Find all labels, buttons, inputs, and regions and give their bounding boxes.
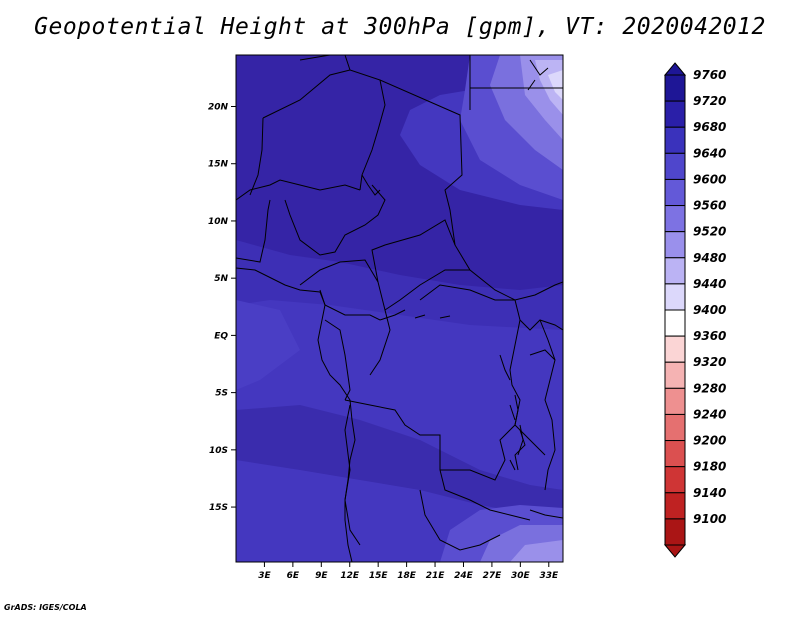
colorbar-swatch bbox=[664, 231, 686, 259]
colorbar-label: 9320 bbox=[693, 355, 726, 369]
lon-tick-label: 9E bbox=[315, 571, 328, 581]
colorbar-label: 9100 bbox=[693, 512, 726, 526]
map-frame bbox=[235, 54, 564, 563]
colorbar-label: 9480 bbox=[693, 251, 726, 265]
border-line bbox=[284, 184, 386, 256]
border-line bbox=[236, 199, 271, 263]
colorbar-label: 9140 bbox=[693, 486, 726, 500]
colorbar: 9760 9720 9680 9640 9600 9560 9520 9480 9440 9400… bbox=[663, 62, 726, 558]
lat-tick-label: 5N bbox=[214, 274, 228, 284]
lon-tick-label: 3E bbox=[258, 571, 271, 581]
lat-tick-label: 20N bbox=[208, 103, 229, 113]
border-line bbox=[371, 219, 456, 283]
border-line bbox=[379, 79, 563, 301]
field-band-light-west bbox=[236, 300, 300, 390]
field-band-mid-north bbox=[236, 240, 563, 330]
colorbar-label: 9760 bbox=[693, 68, 726, 82]
colorbar-label: 9240 bbox=[693, 407, 726, 421]
field-band-deep-south bbox=[236, 405, 563, 520]
colorbar-swatch bbox=[664, 309, 686, 337]
colorbar-label: 9400 bbox=[693, 303, 726, 317]
colorbar-label: 9640 bbox=[693, 146, 726, 160]
border-line bbox=[299, 55, 386, 191]
lat-tick-label: EQ bbox=[214, 331, 228, 341]
grads-credit: GrADS: IGES/COLA bbox=[4, 603, 87, 612]
border-line bbox=[519, 319, 563, 331]
colorbar-swatch bbox=[664, 74, 686, 102]
border-line bbox=[262, 69, 351, 119]
colorbar-swatch bbox=[664, 100, 686, 128]
lat-tick-label: 15N bbox=[208, 160, 229, 170]
colorbar-top-arrow bbox=[663, 62, 687, 76]
lon-tick-label: 15E bbox=[369, 571, 389, 581]
border-line bbox=[324, 319, 351, 401]
lat-tick-label: 5S bbox=[215, 389, 228, 399]
colorbar-label: 9200 bbox=[693, 434, 726, 448]
lon-tick-label: 33E bbox=[539, 571, 559, 581]
coastline bbox=[236, 267, 356, 562]
lon-tick-label: 27E bbox=[483, 571, 503, 581]
colorbar-label: 9440 bbox=[693, 277, 726, 291]
lon-tick-label: 24E bbox=[454, 571, 474, 581]
colorbar-swatch bbox=[664, 283, 686, 311]
colorbar-label: 9560 bbox=[693, 199, 726, 213]
colorbar-label: 9680 bbox=[693, 120, 726, 134]
border-line bbox=[539, 319, 556, 491]
field-ne-pale4 bbox=[548, 70, 563, 100]
lon-tick-label: 18E bbox=[397, 571, 417, 581]
field-se-pale2 bbox=[510, 540, 563, 562]
border-line bbox=[469, 55, 563, 110]
colorbar-swatch bbox=[664, 492, 686, 520]
border-line bbox=[529, 509, 563, 519]
colorbar-label: 9720 bbox=[693, 94, 726, 108]
height-field bbox=[236, 55, 563, 562]
country-borders bbox=[236, 55, 563, 562]
colorbar-swatch bbox=[664, 518, 686, 546]
latitude-axis: 20N 15N 10N 5N EQ 5S 10S 15S bbox=[208, 103, 236, 513]
border-line bbox=[361, 174, 381, 196]
lat-tick-label: 10N bbox=[208, 217, 229, 227]
border-line bbox=[344, 399, 531, 521]
colorbar-label: 9180 bbox=[693, 460, 726, 474]
colorbar-swatch bbox=[664, 205, 686, 233]
field-band-deep-north bbox=[236, 55, 563, 300]
lat-tick-label: 10S bbox=[209, 446, 228, 456]
colorbar-swatch bbox=[664, 413, 686, 442]
colorbar-swatch bbox=[664, 361, 686, 389]
longitude-axis: 3E 6E 9E 12E 15E 18E 21E 24E 27E 30E 33E bbox=[258, 562, 559, 581]
border-line bbox=[440, 424, 546, 481]
colorbar-label: 9520 bbox=[693, 225, 726, 239]
lake-outline bbox=[414, 314, 524, 471]
border-line bbox=[236, 179, 361, 201]
colorbar-bottom-arrow bbox=[663, 544, 687, 558]
colorbar-swatch bbox=[664, 152, 686, 180]
colorbar-swatch bbox=[664, 178, 686, 207]
lon-tick-label: 21E bbox=[426, 571, 446, 581]
lon-tick-label: 30E bbox=[511, 571, 531, 581]
colorbar-swatch bbox=[664, 440, 686, 468]
lat-tick-label: 15S bbox=[209, 503, 228, 513]
colorbar-swatch bbox=[664, 466, 686, 494]
border-line bbox=[529, 349, 556, 361]
colorbar-label: 9280 bbox=[693, 381, 726, 395]
chart-title: Geopotential Height at 300hPa [gpm], VT:… bbox=[34, 14, 766, 40]
colorbar-swatch bbox=[664, 126, 686, 154]
border-line bbox=[299, 259, 470, 311]
lon-tick-label: 12E bbox=[340, 571, 360, 581]
colorbar-swatch bbox=[664, 257, 686, 285]
border-line bbox=[249, 117, 264, 196]
coastline bbox=[527, 59, 549, 91]
lon-tick-label: 6E bbox=[287, 571, 300, 581]
colorbar-swatch bbox=[664, 387, 686, 415]
colorbar-swatch bbox=[664, 335, 686, 363]
colorbar-label: 9600 bbox=[693, 172, 726, 186]
colorbar-label: 9360 bbox=[693, 329, 726, 343]
border-line bbox=[419, 489, 501, 551]
